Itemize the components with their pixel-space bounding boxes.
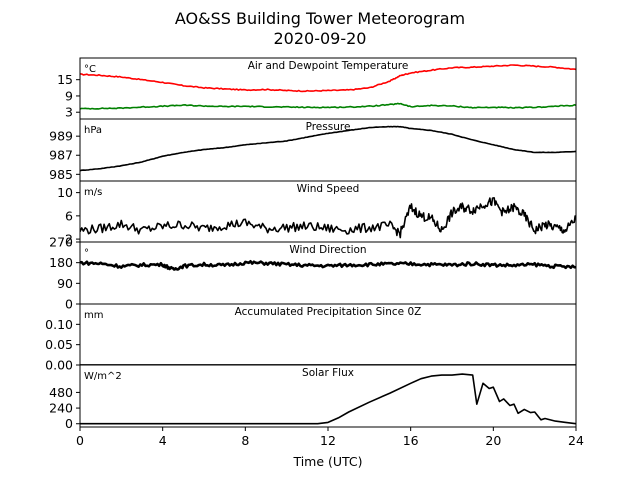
y-tick-label: 0.05 xyxy=(45,337,73,352)
y-tick-label: 0 xyxy=(65,416,73,431)
x-tick-label: 20 xyxy=(485,433,501,448)
y-tick-label: 15 xyxy=(57,72,73,87)
figure-title-line2: 2020-09-20 xyxy=(274,29,367,48)
panel-0: 3 915 °C Air and Dewpoint Temperature xyxy=(57,57,577,120)
x-axis-label: Time (UTC) xyxy=(292,454,362,469)
y-tick-label: 180 xyxy=(49,255,73,270)
panel-title: Solar Flux xyxy=(302,367,354,379)
y-tick-label: 0.10 xyxy=(45,317,73,332)
x-tick-label: 0 xyxy=(76,433,84,448)
y-tick-label: 480 xyxy=(49,385,73,400)
unit-label: °C xyxy=(84,64,96,75)
y-tick-label: 240 xyxy=(49,401,73,416)
y-tick-label: 6 xyxy=(65,208,73,223)
figure-title-line1: AO&SS Building Tower Meteorogram xyxy=(175,9,465,28)
y-tick-label: 0 xyxy=(65,297,73,312)
x-tick-label: 4 xyxy=(159,433,167,448)
y-tick-label: 987 xyxy=(49,148,73,163)
y-tick-label: 985 xyxy=(49,167,73,182)
series-line-5-0 xyxy=(80,373,576,425)
y-tick-label: 3 xyxy=(65,105,73,120)
panel-title: Wind Direction xyxy=(289,244,366,256)
y-tick-label: 270 xyxy=(49,235,73,250)
y-tick-label: 9 xyxy=(65,88,73,103)
unit-label: m/s xyxy=(84,187,102,198)
y-tick-label: 10 xyxy=(57,185,73,200)
series-line-0-1 xyxy=(80,102,576,110)
series-line-1-0 xyxy=(80,125,576,172)
panel-title: Wind Speed xyxy=(297,183,360,195)
series-line-2-0 xyxy=(80,197,576,239)
x-tick-label: 12 xyxy=(320,433,336,448)
panel-4: 0.00 0.05 0.10 mm Accumulated Precipitation … xyxy=(45,303,577,373)
x-tick-label: 8 xyxy=(241,433,249,448)
x-tick-label: 16 xyxy=(403,433,419,448)
unit-label: W/m^2 xyxy=(84,371,122,382)
unit-label: mm xyxy=(84,310,103,321)
series-line-3-0 xyxy=(80,260,576,271)
panel-2: 2 6 10 m/s Wind Speed xyxy=(57,180,577,247)
panel-1: 985 987 989 hPa Pressure xyxy=(49,118,577,182)
series-line-0-0 xyxy=(80,64,576,93)
y-tick-label: 0.00 xyxy=(45,358,73,373)
panel-3: 0 90 180 270 ° Wind Direction xyxy=(49,235,577,312)
panel-title: Accumulated Precipitation Since 0Z xyxy=(235,306,422,318)
y-tick-label: 90 xyxy=(57,276,73,291)
y-tick-label: 989 xyxy=(49,129,73,144)
unit-label: ° xyxy=(84,248,89,259)
y-tick-label: 2 xyxy=(65,232,73,247)
panel-title: Air and Dewpoint Temperature xyxy=(248,60,409,72)
x-tick-label: 24 xyxy=(568,433,584,448)
unit-label: hPa xyxy=(84,125,102,136)
panel-title: Pressure xyxy=(306,121,351,133)
